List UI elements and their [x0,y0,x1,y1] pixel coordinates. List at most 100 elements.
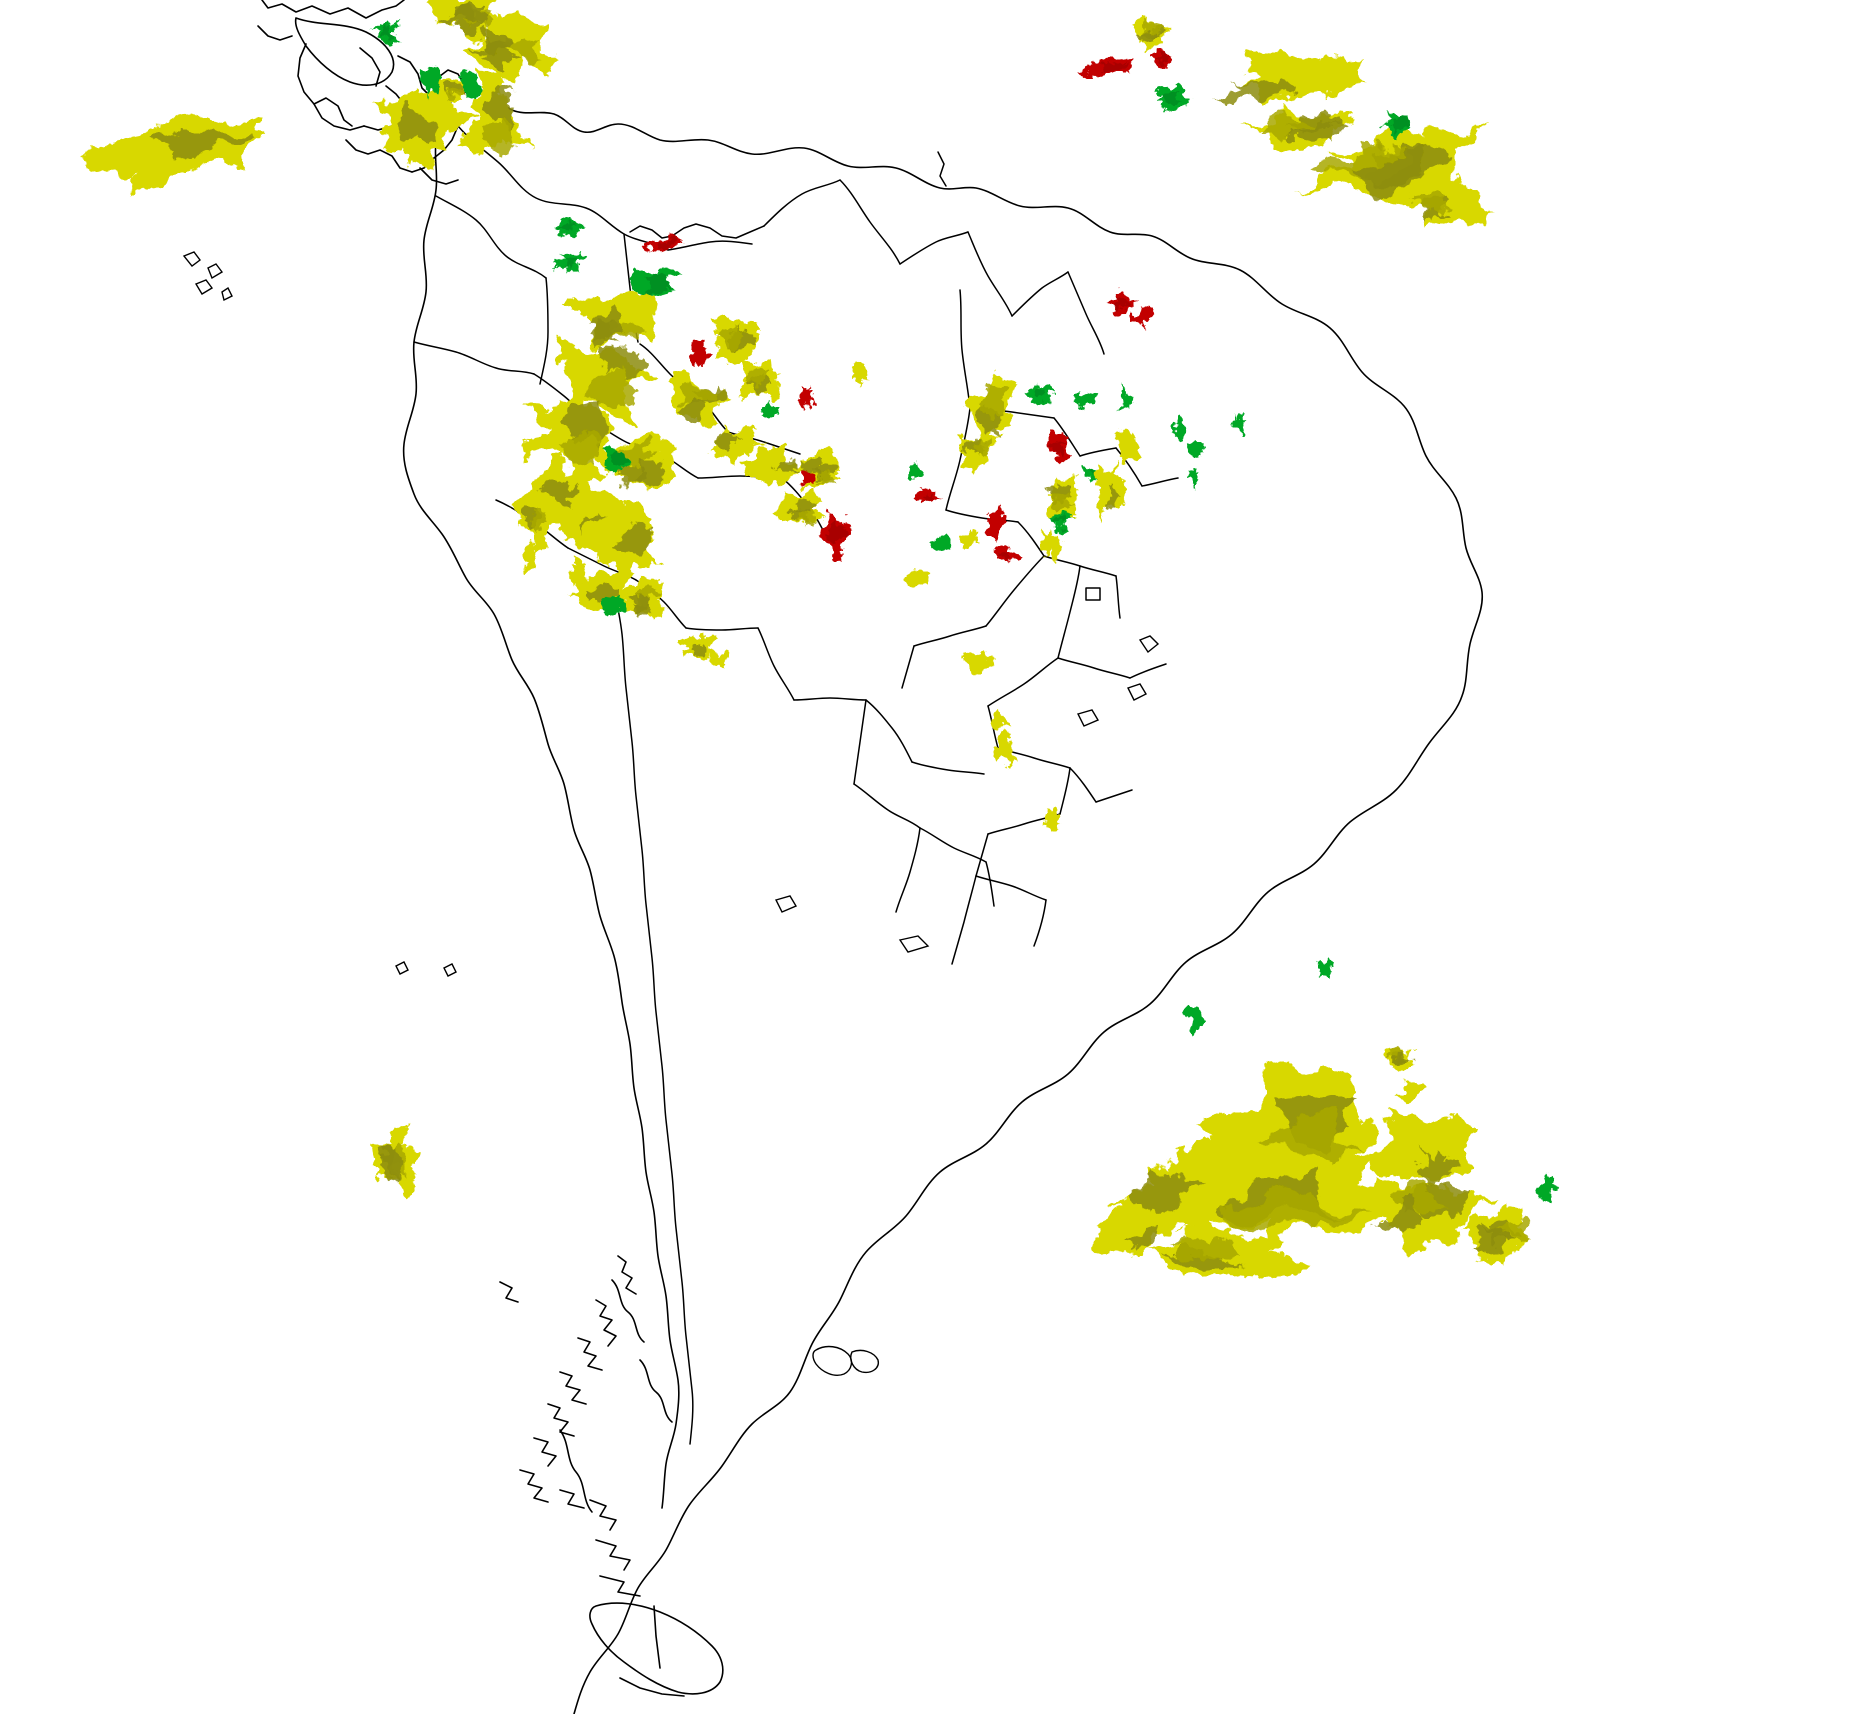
intensity-patch-green [1382,110,1411,138]
intensity-patch-yellow [735,359,782,401]
patch-core [1128,1172,1206,1209]
intensity-patch-yellow [992,707,1009,731]
intensity-patch-green [601,592,624,617]
intensity-patch-yellow [80,113,262,195]
patch-body [1130,309,1153,326]
patch-core [481,116,514,158]
patch-body [742,442,802,488]
intensity-patch-red [1130,309,1153,326]
patch-body [852,361,867,389]
intensity-patch-yellow [852,361,867,389]
patch-body [987,505,1008,547]
patch-core [829,517,845,545]
intensity-patch-yellow [1043,472,1078,526]
patch-core [540,479,580,509]
intensity-patch-yellow [459,72,530,158]
intensity-patch-yellow [1093,458,1127,521]
patch-core [998,550,1015,560]
intensity-patch-green [369,20,402,44]
patch-core [746,368,769,387]
intensity-patch-yellow [1458,1205,1533,1265]
patch-core [1258,115,1317,137]
intensity-patch-green [1536,1171,1557,1206]
patch-core [802,458,822,476]
patch-core [796,509,815,525]
patch-body [417,65,442,101]
patch-core [1156,53,1173,62]
intensity-patch-red [689,337,712,371]
patch-body [909,461,924,477]
patch-core [1348,145,1420,197]
intensity-patch-yellow [1365,1106,1479,1189]
intensity-patch-green [1318,957,1335,981]
intensity-patch-green [631,265,682,296]
patch-core [793,498,817,513]
patch-body [569,555,587,589]
patch-core [530,505,547,532]
patch-body [1171,412,1189,441]
patch-core [920,493,937,504]
intensity-patch-yellow [963,649,994,674]
intensity-patch-green [1073,390,1097,408]
patch-body [930,535,951,550]
intensity-patch-green [555,218,587,238]
patch-core [556,222,573,232]
intensity-patch-yellow [433,79,471,106]
intensity-patch-yellow [970,375,1015,441]
intensity-patch-yellow [1219,50,1374,104]
intensity-patch-green [1117,384,1135,410]
patch-core [381,22,397,42]
intensity-patch-yellow [668,370,731,426]
intensity-patch-yellow [373,88,476,172]
patch-core [1163,93,1180,106]
intensity-patch-yellow [957,432,999,471]
coastline-layer [182,0,1484,1714]
patch-core [628,591,655,611]
patch-core [1136,28,1159,42]
intensity-patch-green [763,399,780,420]
patch-body [1043,806,1062,834]
intensity-patch-green [603,447,629,476]
intensity-patch-yellow [1382,1046,1413,1072]
intensity-patch-yellow [575,513,658,580]
intensity-patch-yellow [645,438,678,456]
intensity-patch-yellow [961,529,980,550]
patch-core [1125,1226,1163,1252]
intensity-patch-yellow [553,335,655,425]
intensity-patch-red [641,235,686,253]
patch-core [1049,441,1065,457]
patch-core [579,369,636,410]
patch-core [1114,297,1131,309]
intensity-patch-red [799,469,814,487]
patch-body [1536,1171,1557,1206]
intensity-patch-red [992,544,1019,563]
patch-body [707,648,731,670]
intensity-patch-red [1077,57,1137,74]
patch-core [612,524,655,553]
patch-body [992,732,1019,770]
intensity-patch-yellow [1396,1079,1428,1102]
intensity-patch-yellow [1093,1207,1179,1256]
intensity-patch-yellow [709,426,765,467]
patch-body [645,438,678,456]
patch-core [689,643,707,658]
patch-body [908,570,932,591]
patch-core [563,257,581,271]
patch-body [1318,957,1335,981]
patch-core [1052,517,1066,526]
patch-core [557,400,610,446]
patch-body [798,381,815,410]
patch-body [1184,468,1200,489]
patch-core [975,401,1004,437]
patch-core [655,239,680,249]
intensity-patch-layer[interactable] [80,0,1557,1282]
patch-body [460,68,481,100]
intensity-patch-yellow [1043,806,1062,834]
intensity-patch-yellow [1116,430,1140,468]
patch-core [1471,1228,1515,1253]
intensity-patch-green [553,249,587,277]
patch-core [631,457,666,484]
intensity-patch-yellow [371,1120,418,1198]
